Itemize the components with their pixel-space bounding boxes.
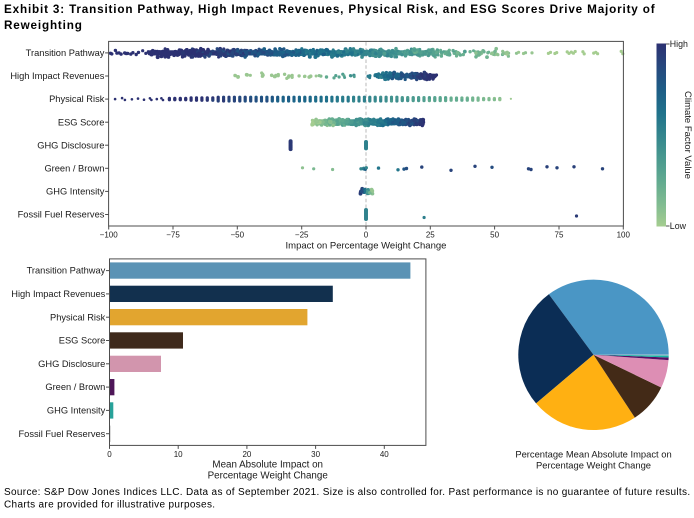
svg-text:Charts are provided for illust: Charts are provided for illustrative pur… bbox=[4, 500, 215, 511]
svg-text:GHG Disclosure: GHG Disclosure bbox=[38, 359, 105, 369]
svg-text:Percentage Mean Absolute Impac: Percentage Mean Absolute Impact on bbox=[515, 449, 671, 460]
svg-text:High Impact Revenues: High Impact Revenues bbox=[10, 71, 104, 81]
svg-text:Percentage Weight Change: Percentage Weight Change bbox=[536, 460, 651, 471]
svg-text:Transition Pathway: Transition Pathway bbox=[27, 266, 106, 276]
svg-text:0: 0 bbox=[364, 231, 369, 240]
svg-text:30: 30 bbox=[311, 450, 320, 459]
svg-text:75: 75 bbox=[555, 231, 564, 240]
svg-text:GHG Intensity: GHG Intensity bbox=[47, 406, 106, 416]
svg-text:Green / Brown: Green / Brown bbox=[45, 382, 105, 392]
svg-text:Low: Low bbox=[670, 221, 687, 231]
svg-text:ESG Score: ESG Score bbox=[58, 117, 105, 127]
svg-text:Mean Absolute Impact on: Mean Absolute Impact on bbox=[212, 459, 323, 470]
svg-text:10: 10 bbox=[174, 450, 183, 459]
svg-text:GHG Disclosure: GHG Disclosure bbox=[37, 140, 104, 150]
svg-text:Source: S&P Dow Jones Indices: Source: S&P Dow Jones Indices LLC. Data … bbox=[4, 487, 690, 498]
svg-text:20: 20 bbox=[242, 450, 251, 459]
svg-text:Reweighting: Reweighting bbox=[4, 19, 83, 32]
svg-text:25: 25 bbox=[426, 231, 435, 240]
svg-text:Physical Risk: Physical Risk bbox=[50, 312, 106, 322]
svg-text:Percentage Weight Change: Percentage Weight Change bbox=[208, 470, 329, 481]
svg-text:High: High bbox=[670, 39, 688, 49]
svg-text:Climate Factor Value: Climate Factor Value bbox=[682, 91, 693, 179]
svg-text:Green / Brown: Green / Brown bbox=[44, 163, 104, 173]
svg-text:−100: −100 bbox=[100, 231, 119, 240]
svg-text:GHG Intensity: GHG Intensity bbox=[46, 187, 105, 197]
svg-text:−75: −75 bbox=[166, 231, 180, 240]
svg-text:ESG Score: ESG Score bbox=[59, 336, 106, 346]
svg-text:100: 100 bbox=[617, 231, 631, 240]
svg-text:−25: −25 bbox=[295, 231, 309, 240]
svg-text:Physical Risk: Physical Risk bbox=[49, 94, 105, 104]
svg-text:−50: −50 bbox=[231, 231, 245, 240]
svg-text:0: 0 bbox=[107, 450, 112, 459]
svg-text:Fossil Fuel Reserves: Fossil Fuel Reserves bbox=[19, 429, 106, 439]
svg-text:Transition Pathway: Transition Pathway bbox=[26, 48, 105, 58]
svg-text:Exhibit 3: Transition Pathway,: Exhibit 3: Transition Pathway, High Impa… bbox=[4, 3, 655, 16]
svg-text:Impact on Percentage Weight Ch: Impact on Percentage Weight Change bbox=[286, 241, 447, 252]
svg-text:40: 40 bbox=[380, 450, 389, 459]
svg-text:Fossil Fuel Reserves: Fossil Fuel Reserves bbox=[18, 210, 105, 220]
svg-text:High Impact Revenues: High Impact Revenues bbox=[11, 289, 105, 299]
svg-text:50: 50 bbox=[490, 231, 499, 240]
